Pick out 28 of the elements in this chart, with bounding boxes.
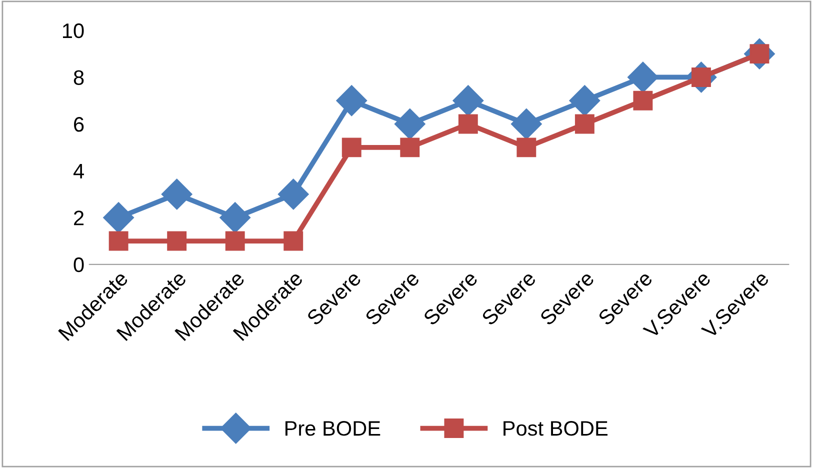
legend-label: Post BODE — [504, 421, 608, 436]
legend-label: Pre BODE — [285, 421, 380, 436]
y-tick-label: 4 — [73, 164, 84, 178]
point — [161, 178, 192, 210]
y-tick-label: 6 — [74, 117, 84, 132]
point — [225, 231, 245, 251]
y-tick-label: 10 — [62, 23, 84, 38]
point — [633, 90, 653, 110]
point — [167, 231, 187, 251]
point — [628, 62, 658, 93]
y-tick-label: 2 — [74, 210, 84, 226]
point — [400, 138, 420, 158]
point — [220, 202, 251, 234]
point — [108, 231, 128, 251]
point — [394, 108, 426, 140]
point — [516, 138, 536, 158]
y-tick-label: 0 — [74, 257, 84, 272]
point — [284, 231, 304, 251]
point — [574, 114, 594, 134]
point — [336, 85, 368, 116]
point — [103, 202, 134, 234]
y-tick-label: 8 — [74, 70, 84, 85]
point — [278, 178, 309, 210]
point — [342, 138, 362, 158]
point — [452, 85, 484, 116]
point — [569, 85, 600, 116]
point — [458, 114, 478, 134]
point — [510, 108, 542, 140]
